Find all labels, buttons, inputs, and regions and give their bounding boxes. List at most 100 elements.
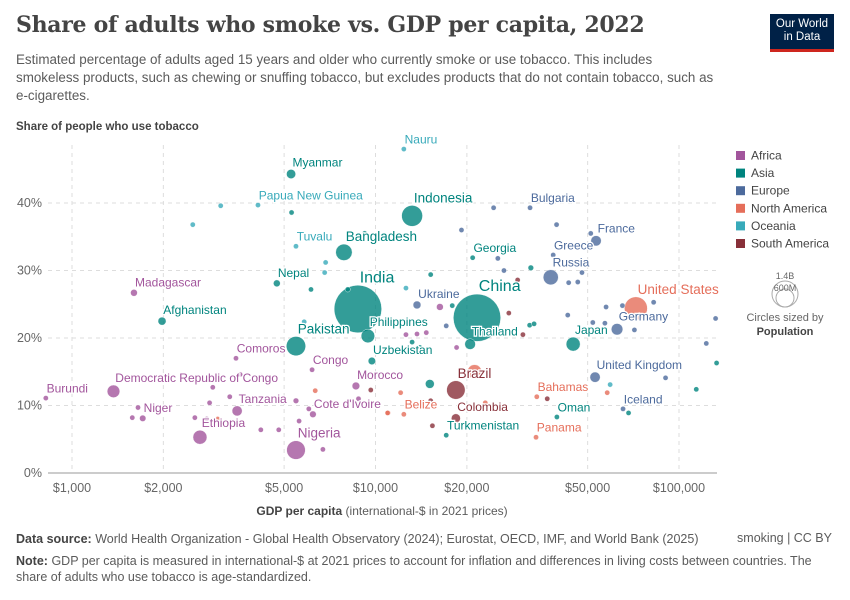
data-point <box>427 397 434 404</box>
source-text[interactable]: World Health Organization - Global Healt… <box>95 532 699 546</box>
data-point <box>544 395 551 402</box>
data-point <box>409 339 415 345</box>
point-cote-d-ivoire <box>309 410 317 418</box>
point-papua-new-guinea <box>255 202 261 208</box>
data-point <box>527 264 534 271</box>
data-point <box>217 202 224 209</box>
point-colombia <box>451 413 461 424</box>
point-turkmenistan <box>443 432 450 439</box>
data-point <box>436 303 444 311</box>
data-point <box>427 271 434 278</box>
data-point <box>631 327 638 333</box>
point-tanzania <box>231 405 243 417</box>
data-point <box>495 255 501 262</box>
owid-logo[interactable]: Our World in Data <box>770 14 834 52</box>
data-point <box>320 446 326 453</box>
point-greece <box>550 252 556 258</box>
point-label: United States <box>638 282 719 297</box>
point-label: Ethiopia <box>202 416 246 430</box>
data-point <box>129 414 136 421</box>
data-point <box>403 285 409 291</box>
point-congo <box>309 366 315 373</box>
point-label: Japan <box>575 323 608 337</box>
point-belize <box>401 411 407 418</box>
point-iceland <box>620 406 626 412</box>
data-point <box>587 230 594 237</box>
data-point <box>312 387 319 394</box>
data-point <box>397 389 404 396</box>
x-tick-label: $10,000 <box>353 481 398 495</box>
data-point <box>214 416 221 422</box>
data-point <box>226 393 233 400</box>
data-point <box>650 299 657 306</box>
point-tuvalu <box>293 243 299 250</box>
legend-swatch-europe <box>736 186 745 196</box>
point-burundi <box>43 395 49 401</box>
point-label: Comoros <box>237 342 286 356</box>
point-label: Tuvalu <box>297 230 333 244</box>
point-ethiopia <box>192 430 208 445</box>
size-legend-variable: Population <box>757 326 814 338</box>
data-point <box>209 384 216 391</box>
point-label: Nauru <box>405 132 438 146</box>
point-label: Nepal <box>278 266 309 280</box>
point-uzbekistan <box>367 357 376 365</box>
point-nauru <box>401 146 407 152</box>
data-point <box>506 310 512 316</box>
data-point <box>531 321 537 327</box>
data-point <box>604 389 611 396</box>
point-label: Pakistan <box>298 321 350 336</box>
point-label: Congo <box>313 353 349 367</box>
size-legend-title: Circles sized by <box>746 312 824 324</box>
x-tick-label: $2,000 <box>144 481 182 495</box>
source-line: Data source: World Health Organization -… <box>16 531 836 547</box>
data-point <box>662 375 669 381</box>
data-point <box>713 360 720 366</box>
note-text: GDP per capita is measured in internatio… <box>16 554 812 584</box>
point-china <box>453 293 501 342</box>
point-thailand <box>464 338 476 350</box>
point-label: Iceland <box>624 392 663 406</box>
point-panama <box>533 434 539 441</box>
data-point <box>574 279 581 285</box>
note-line: Note: GDP per capita is measured in inte… <box>16 553 836 585</box>
point-united-kingdom <box>589 371 601 383</box>
point-georgia <box>469 254 476 261</box>
data-point <box>603 304 609 310</box>
point-india <box>333 285 382 333</box>
data-point <box>301 319 307 325</box>
point-label: India <box>360 269 395 286</box>
data-point <box>425 379 435 389</box>
data-point <box>429 422 436 429</box>
data-point <box>135 404 141 411</box>
data-point <box>490 204 497 211</box>
data-point <box>206 400 213 406</box>
y-axis-label: Share of people who use tobacco <box>16 121 199 133</box>
point-label: Myanmar <box>292 155 342 169</box>
y-tick-label: 0% <box>24 466 42 480</box>
point-label: Bahamas <box>538 380 589 394</box>
point-comoros <box>233 355 239 362</box>
point-nepal <box>273 279 281 288</box>
data-point <box>203 416 210 422</box>
data-point <box>258 427 264 433</box>
x-tick-label: $50,000 <box>565 481 610 495</box>
legend-label: Africa <box>751 149 782 163</box>
point-madagascar <box>130 289 138 297</box>
legend-label: Europe <box>751 184 790 198</box>
point-label: Democratic Republic of Congo <box>115 371 278 385</box>
data-point <box>355 395 362 402</box>
data-point <box>625 410 632 416</box>
point-niger <box>139 414 147 422</box>
point-label: Brazil <box>458 366 492 381</box>
point-label: France <box>598 222 636 236</box>
point-label: Tanzania <box>239 392 287 406</box>
point-label: Belize <box>405 398 438 412</box>
data-point <box>306 406 312 412</box>
point-united-states <box>624 296 648 321</box>
x-tick-label: $20,000 <box>444 481 489 495</box>
point-label: Afghanistan <box>163 303 226 317</box>
data-point <box>467 364 482 380</box>
license-link[interactable]: smoking | CC BY <box>737 531 832 545</box>
